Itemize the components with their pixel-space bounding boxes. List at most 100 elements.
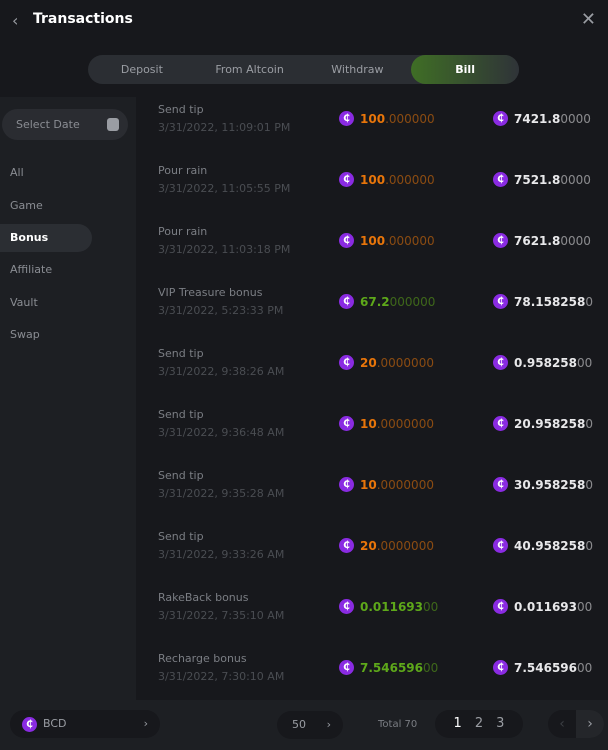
back-chevron-icon[interactable]: ‹ (12, 11, 19, 30)
coin-icon: ₵ (339, 660, 354, 675)
amount-dim: .0000000 (376, 416, 434, 431)
amount-dim: 00 (423, 660, 439, 675)
coin-icon: ₵ (493, 172, 508, 187)
balance-amount: ₵ 7521.8 0000 (493, 172, 591, 187)
transaction-date: 3/31/2022, 11:05:55 PM (158, 182, 291, 195)
coin-icon: ₵ (339, 477, 354, 492)
amount-dim: .0000000 (376, 477, 434, 492)
select-date-button[interactable]: Select Date (2, 109, 128, 140)
page-size-select[interactable]: 50 › (277, 711, 343, 739)
balance-amount: ₵ 40.958258 0 (493, 538, 593, 553)
coin-icon: ₵ (493, 477, 508, 492)
total-count: Total 70 (378, 719, 418, 730)
select-date-label: Select Date (16, 118, 80, 131)
amount-dim: .000000 (385, 233, 435, 248)
sidebar: Select Date All Game Bonus Affiliate Vau… (0, 97, 136, 700)
table-row[interactable]: Recharge bonus 3/31/2022, 7:30:10 AM ₵ 7.… (136, 646, 608, 707)
footer: ₵ BCD › 50 › Total 70 1 2 3 ‹ › (0, 700, 608, 750)
transaction-amount: ₵ 10.0000000 (339, 416, 434, 431)
sidebar-item-vault[interactable]: Vault (10, 296, 38, 309)
transaction-date: 3/31/2022, 11:09:01 PM (158, 121, 291, 134)
transaction-date: 3/31/2022, 5:23:33 PM (158, 304, 284, 317)
transaction-amount: ₵ 67.2 000000 (339, 294, 435, 309)
balance-dim: 0 (585, 477, 593, 492)
coin-icon: ₵ (493, 538, 508, 553)
table-row[interactable]: Pour rain 3/31/2022, 11:03:18 PM ₵ 100.00… (136, 219, 608, 280)
coin-icon: ₵ (339, 233, 354, 248)
sidebar-item-game[interactable]: Game (10, 199, 43, 212)
page-title: Transactions (33, 11, 133, 27)
amount-dim: .0000000 (376, 538, 434, 553)
transaction-date: 3/31/2022, 9:36:48 AM (158, 426, 285, 439)
balance-amount: ₵ 7621.8 0000 (493, 233, 591, 248)
tab-withdraw[interactable]: Withdraw (331, 63, 384, 76)
sidebar-item-bonus[interactable]: Bonus (0, 224, 92, 252)
table-row[interactable]: Pour rain 3/31/2022, 11:05:55 PM ₵ 100.00… (136, 158, 608, 219)
coin-icon: ₵ (493, 355, 508, 370)
transaction-date: 3/31/2022, 9:38:26 AM (158, 365, 285, 378)
table-row[interactable]: Send tip 3/31/2022, 9:38:26 AM ₵ 20.00000… (136, 341, 608, 402)
amount-main: 100 (360, 111, 386, 126)
coin-icon: ₵ (339, 111, 354, 126)
coin-icon: ₵ (493, 416, 508, 431)
table-row[interactable]: RakeBack bonus 3/31/2022, 7:35:10 AM ₵ 0.… (136, 585, 608, 646)
table-row[interactable]: Send tip 3/31/2022, 9:36:48 AM ₵ 10.00000… (136, 402, 608, 463)
header: ‹ Transactions ✕ (0, 0, 608, 45)
coin-icon: ₵ (339, 416, 354, 431)
amount-main: 100 (360, 172, 386, 187)
balance-amount: ₵ 7421.8 0000 (493, 111, 591, 126)
tab-from-altcoin[interactable]: From Altcoin (215, 63, 284, 76)
tab-deposit[interactable]: Deposit (120, 63, 163, 76)
chevron-right-icon: › (143, 717, 148, 730)
transaction-title: Send tip (158, 530, 204, 543)
transaction-title: Recharge bonus (158, 652, 247, 665)
sidebar-item-all[interactable]: All (10, 166, 24, 179)
balance-main: 7621.8 (514, 233, 561, 248)
transaction-amount: ₵ 10.0000000 (339, 477, 434, 492)
transaction-title: RakeBack bonus (158, 591, 249, 604)
amount-dim: .000000 (385, 111, 435, 126)
amount-main: 67.2 (360, 294, 390, 309)
currency-select[interactable]: ₵ BCD › (10, 710, 160, 738)
sidebar-item-swap[interactable]: Swap (10, 328, 40, 341)
page-3[interactable]: 3 (496, 716, 505, 731)
coin-icon: ₵ (493, 294, 508, 309)
page-nav: ‹ › (548, 710, 604, 738)
next-page-icon[interactable]: › (576, 710, 604, 738)
page-2[interactable]: 2 (474, 716, 484, 731)
coin-icon: ₵ (493, 111, 508, 126)
balance-dim: 00 (577, 599, 593, 614)
balance-amount: ₵ 30.958258 0 (493, 477, 593, 492)
tab-bill[interactable]: Bill (411, 55, 519, 84)
amount-dim: 000000 (389, 294, 436, 309)
coin-icon: ₵ (493, 599, 508, 614)
balance-main: 40.958258 (514, 538, 586, 553)
transaction-amount: ₵ 7.546596 00 (339, 660, 438, 675)
amount-main: 10 (360, 477, 377, 492)
coin-icon: ₵ (339, 538, 354, 553)
balance-main: 7521.8 (514, 172, 561, 187)
balance-main: 7421.8 (514, 111, 561, 126)
transaction-date: 3/31/2022, 11:03:18 PM (158, 243, 291, 256)
balance-main: 78.158258 (514, 294, 586, 309)
tab-bar: Deposit From Altcoin Withdraw Bill (88, 55, 519, 84)
table-row[interactable]: Send tip 3/31/2022, 11:09:01 PM ₵ 100.000… (136, 97, 608, 158)
table-row[interactable]: Send tip 3/31/2022, 9:33:26 AM ₵ 20.00000… (136, 524, 608, 585)
balance-amount: ₵ 78.158258 0 (493, 294, 593, 309)
transaction-date: 3/31/2022, 9:35:28 AM (158, 487, 285, 500)
balance-dim: 0 (585, 294, 593, 309)
amount-dim: .0000000 (376, 355, 434, 370)
sidebar-item-affiliate[interactable]: Affiliate (10, 263, 53, 276)
page-size-value: 50 (292, 718, 306, 731)
transaction-date: 3/31/2022, 7:30:10 AM (158, 670, 285, 683)
close-icon[interactable]: ✕ (580, 9, 596, 30)
table-row[interactable]: VIP Treasure bonus 3/31/2022, 5:23:33 PM… (136, 280, 608, 341)
coin-icon: ₵ (339, 172, 354, 187)
coin-icon: ₵ (493, 660, 508, 675)
prev-page-icon[interactable]: ‹ (559, 716, 565, 732)
page-1[interactable]: 1 (453, 716, 462, 731)
transaction-amount: ₵ 20.0000000 (339, 538, 434, 553)
transaction-date: 3/31/2022, 9:33:26 AM (158, 548, 285, 561)
table-row[interactable]: Send tip 3/31/2022, 9:35:28 AM ₵ 10.00000… (136, 463, 608, 524)
transaction-title: Send tip (158, 469, 204, 482)
